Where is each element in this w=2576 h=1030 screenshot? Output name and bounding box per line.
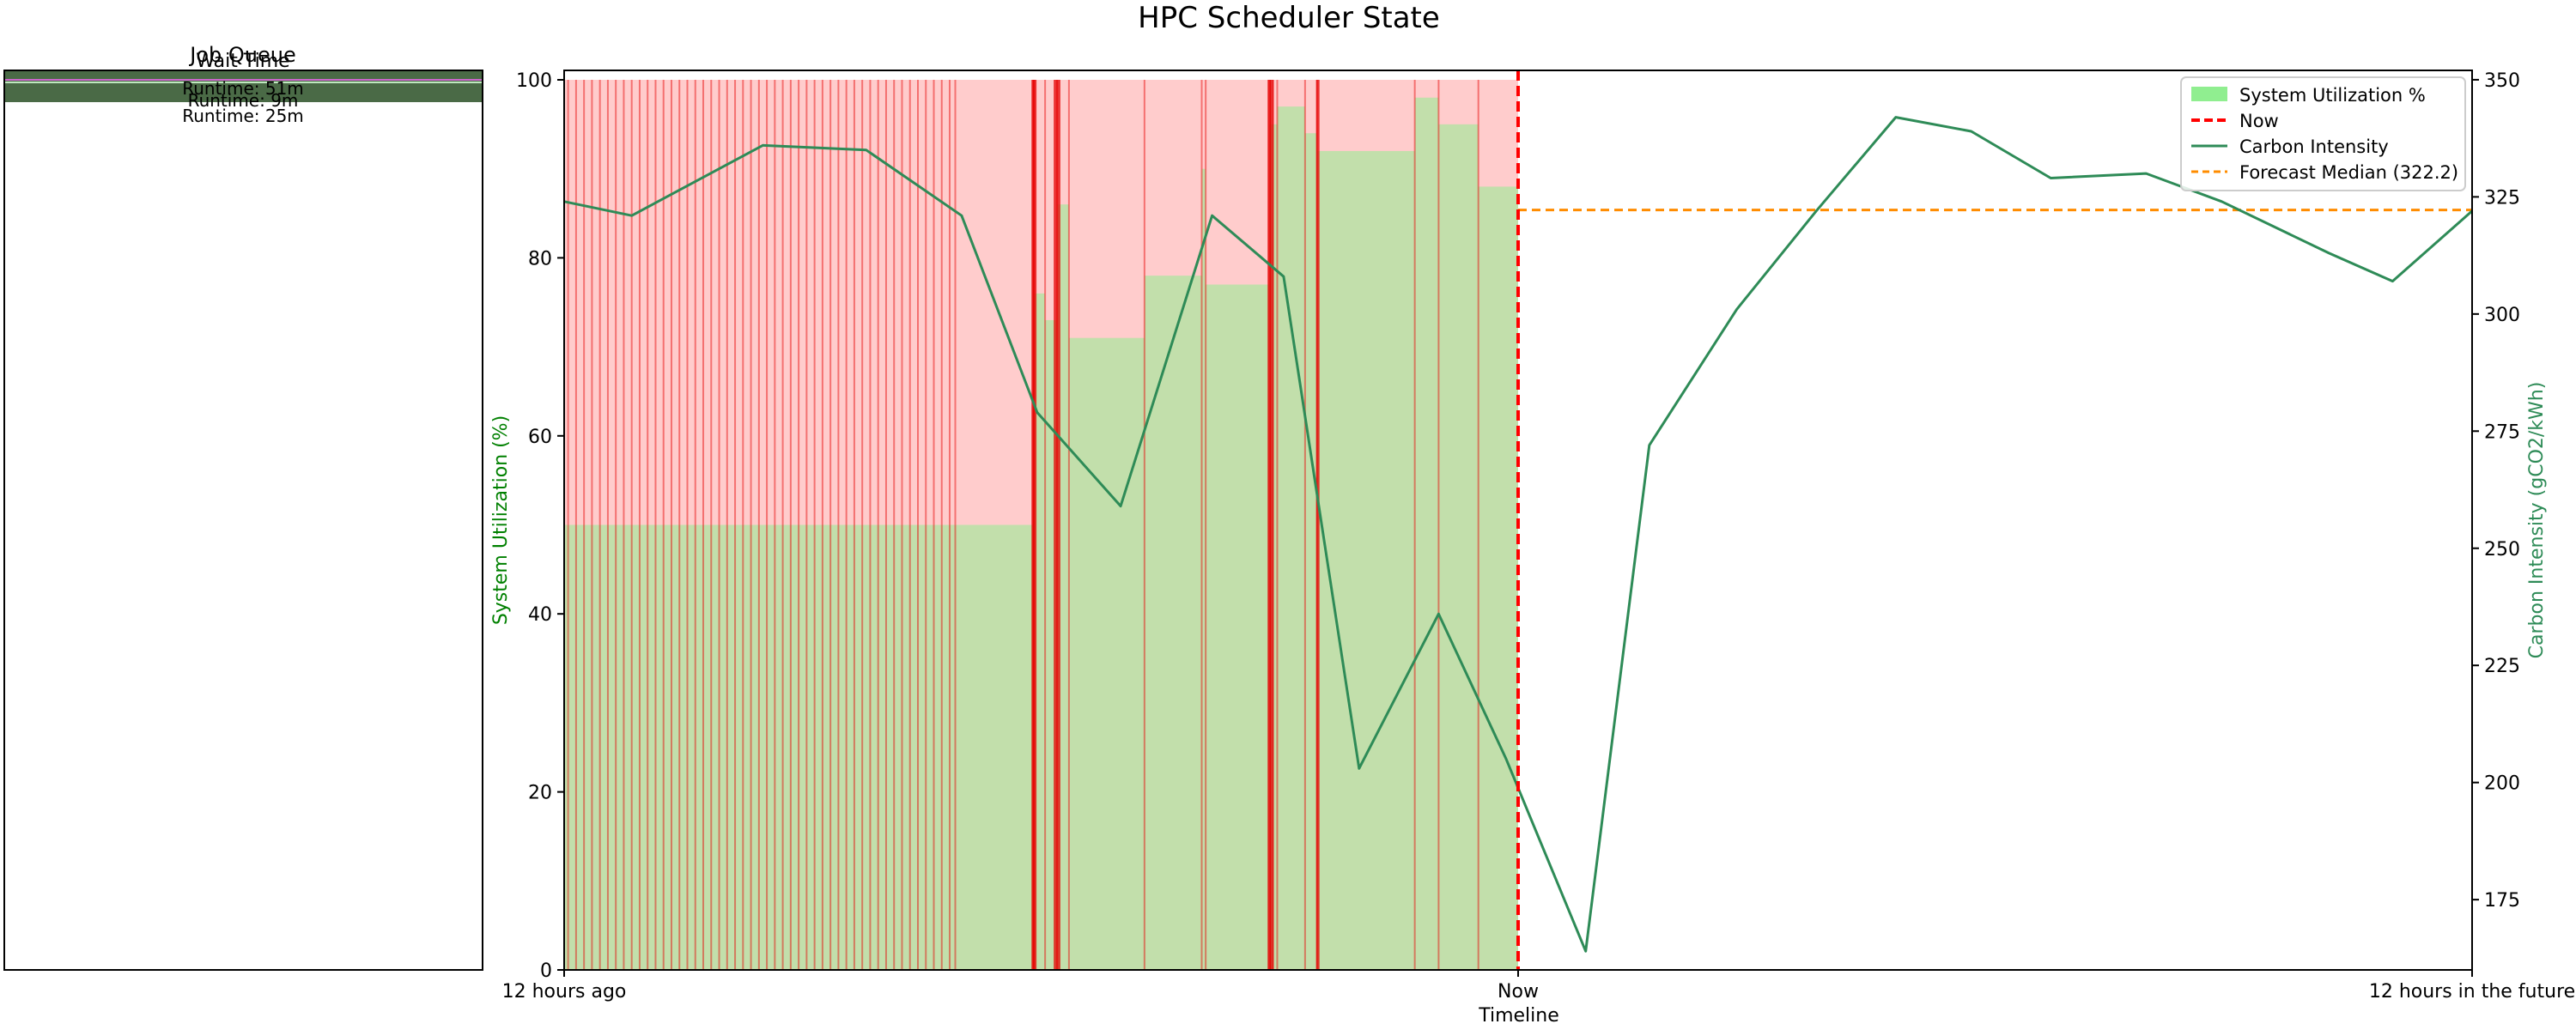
right-axis-label: Carbon Intensity (gCO2/kWh) [2526, 382, 2548, 659]
job-queue-title: Job Queue [188, 43, 295, 67]
utilization-bar [1304, 133, 1317, 971]
figure-title: HPC Scheduler State [1138, 1, 1440, 35]
plot-area [563, 70, 2473, 971]
utilization-bar [1068, 337, 1145, 971]
legend-label: Carbon Intensity [2239, 136, 2389, 157]
utilization-bar [1478, 186, 1518, 970]
x-axis-label: Timeline [1478, 1005, 1559, 1027]
x-tick-label: 12 hours ago [502, 981, 627, 1003]
right-tick-label: 275 [2484, 421, 2520, 443]
legend-swatch-utilization [2191, 87, 2227, 101]
left-tick-label: 0 [540, 960, 552, 982]
right-tick-label: 325 [2484, 187, 2520, 209]
legend: System Utilization % Now Carbon Intensit… [2180, 76, 2466, 191]
left-tick-label: 20 [528, 783, 552, 804]
left-tick-label: 40 [528, 604, 552, 626]
left-axis-label: System Utilization (%) [490, 415, 512, 625]
right-tick-label: 250 [2484, 539, 2520, 560]
queue-label: Runtime: 51m [182, 78, 304, 99]
job-queue-overlapping-labels: Job Queue Wait Time Runtime: 51m Runtime… [182, 43, 304, 126]
utilization-bar [1316, 150, 1415, 970]
utilization-bar [1206, 284, 1270, 970]
left-tick-label: 60 [528, 427, 552, 448]
utilization-bar [564, 524, 956, 970]
right-tick-label: 350 [2484, 70, 2520, 92]
legend-label: Forecast Median (322.2) [2239, 162, 2458, 183]
queue-label: Runtime: 25m [182, 106, 304, 126]
utilization-bar [1201, 168, 1206, 970]
main-chart: 0 20 40 60 80 100 175 200 225 250 275 300 325 350 12… [490, 70, 2575, 1027]
legend-label: Now [2239, 111, 2279, 131]
utilization-bar [955, 524, 1034, 970]
left-tick-label: 80 [528, 248, 552, 270]
legend-label: System Utilization % [2239, 85, 2426, 106]
right-tick-label: 225 [2484, 656, 2520, 677]
job-queue-bars [5, 71, 482, 102]
job-queue-frame [3, 70, 483, 971]
job-queue-panel: Job Queue Wait Time Runtime: 51m Runtime… [3, 43, 483, 971]
legend-box [2180, 76, 2466, 191]
queue-label: Wait Time [196, 51, 289, 72]
utilization-bar [1277, 106, 1305, 971]
carbon-intensity-line [563, 116, 2473, 953]
right-axis: 175 200 225 250 275 300 325 350 [2472, 70, 2520, 912]
x-axis: 12 hours ago Now 12 hours in the future [502, 970, 2575, 1003]
left-axis: 0 20 40 60 80 100 [516, 70, 564, 982]
right-tick-label: 300 [2484, 305, 2520, 326]
x-tick-label: Now [1498, 981, 1539, 1003]
utilization-bar [1438, 124, 1479, 971]
left-tick-label: 100 [516, 70, 552, 92]
right-tick-label: 200 [2484, 773, 2520, 795]
right-tick-label: 175 [2484, 890, 2520, 912]
queue-label: Runtime: 9m [188, 90, 299, 111]
x-tick-label: 12 hours in the future [2369, 981, 2575, 1003]
utilization-bar [1144, 276, 1202, 970]
utilization-bar [1414, 97, 1439, 971]
